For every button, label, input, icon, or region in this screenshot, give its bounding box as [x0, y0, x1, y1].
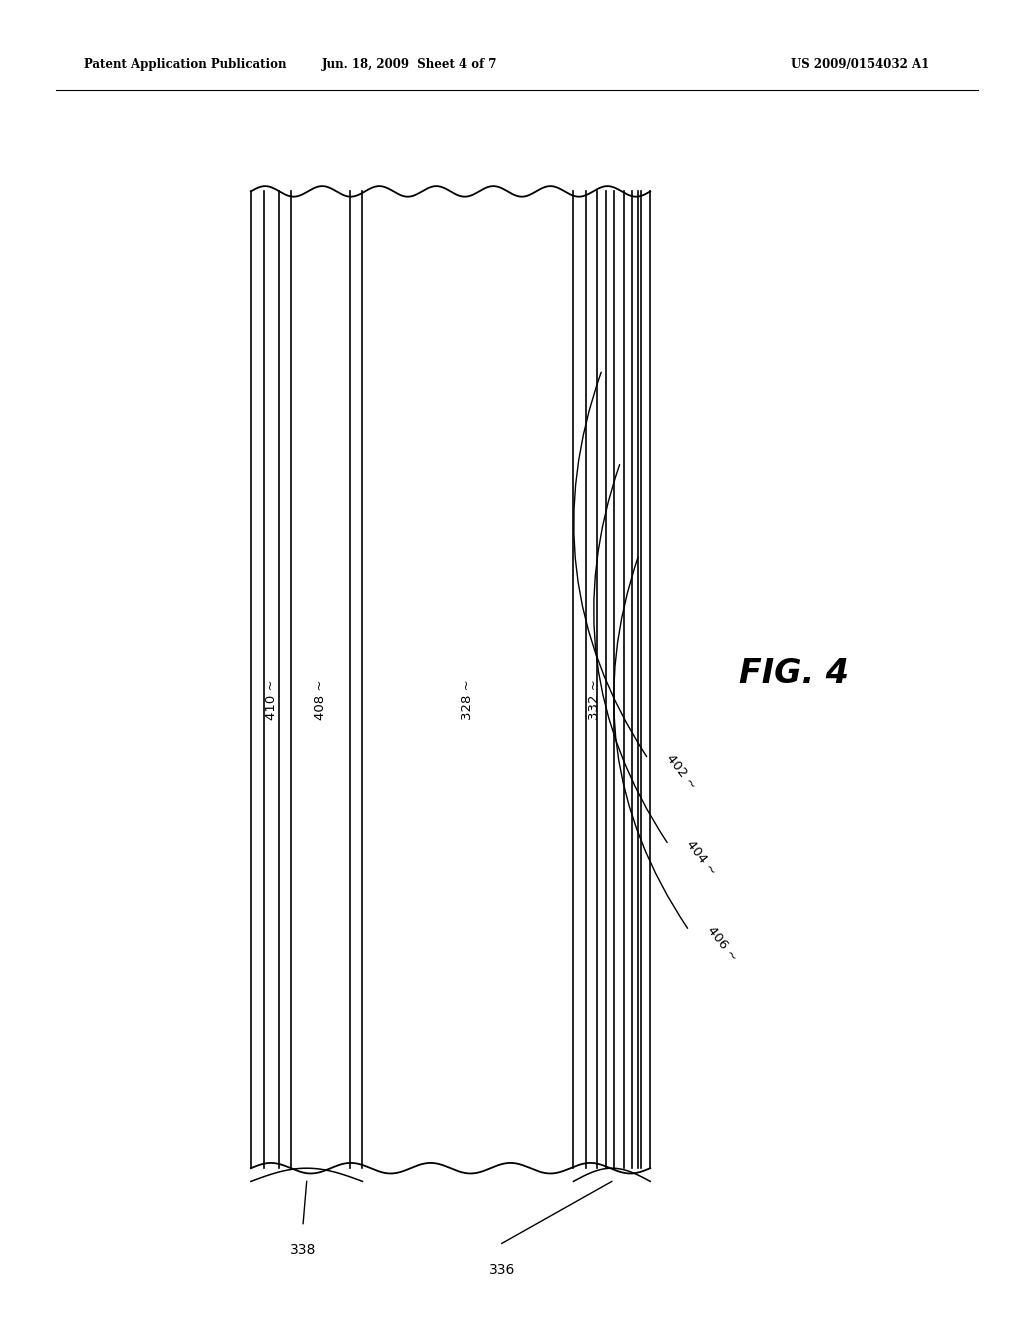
Text: Jun. 18, 2009  Sheet 4 of 7: Jun. 18, 2009 Sheet 4 of 7	[322, 58, 498, 71]
Text: 406 ~: 406 ~	[705, 924, 739, 964]
Text: 328 ~: 328 ~	[462, 680, 474, 719]
Text: Patent Application Publication: Patent Application Publication	[84, 58, 287, 71]
Text: 410 ~: 410 ~	[265, 680, 278, 719]
Text: 332 ~: 332 ~	[588, 680, 601, 719]
Text: 336: 336	[488, 1263, 515, 1278]
Text: 402 ~: 402 ~	[664, 752, 698, 792]
Text: 338: 338	[290, 1243, 316, 1258]
Text: FIG. 4: FIG. 4	[738, 657, 849, 689]
Text: 404 ~: 404 ~	[684, 838, 719, 878]
Text: 408 ~: 408 ~	[314, 680, 327, 719]
Text: US 2009/0154032 A1: US 2009/0154032 A1	[791, 58, 930, 71]
